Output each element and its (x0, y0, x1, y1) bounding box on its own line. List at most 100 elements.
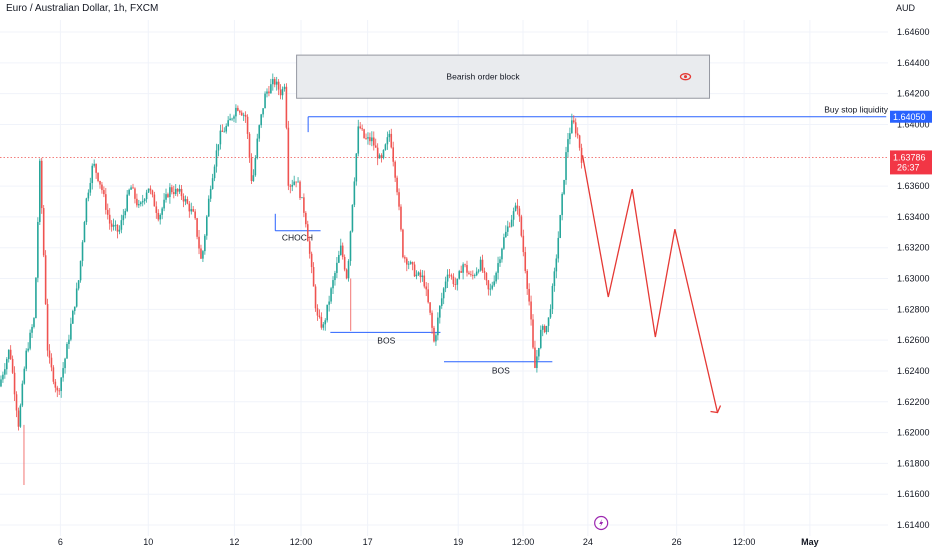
candle (33, 317, 35, 329)
candle (277, 79, 280, 96)
candle (285, 83, 288, 130)
candle-body (268, 91, 270, 94)
candle (303, 193, 305, 218)
candle (312, 262, 315, 287)
candle (81, 240, 84, 267)
candle (114, 220, 117, 231)
candle-body (487, 280, 490, 290)
candle-body (264, 93, 266, 109)
candle (17, 407, 20, 431)
candle (176, 188, 179, 197)
candle-body (112, 225, 115, 227)
lightning-icon[interactable] (594, 515, 609, 531)
candle (561, 192, 563, 221)
candle (192, 206, 195, 213)
candle-body (392, 147, 395, 162)
candle-body (287, 127, 290, 186)
grid-layer (0, 20, 888, 536)
candle-body (40, 160, 43, 209)
candle-body (5, 359, 8, 370)
candle-body (194, 211, 196, 219)
projection-path (581, 155, 719, 413)
last-price-tag-label: 1.63786 (893, 152, 926, 162)
candle (365, 133, 367, 140)
candle (470, 270, 472, 277)
candle-body (124, 211, 127, 216)
candle-body (388, 133, 391, 138)
candle-body (510, 219, 513, 227)
candle-body (190, 209, 193, 212)
candle (374, 138, 377, 148)
candle (437, 312, 439, 341)
candle-body (468, 272, 470, 275)
candle (126, 190, 128, 213)
candle-body (320, 317, 323, 328)
candle-body (89, 183, 92, 193)
candle-body (237, 107, 239, 111)
candle-body (281, 88, 284, 96)
candle-body (138, 204, 140, 206)
candle-body (551, 285, 554, 310)
candle (200, 244, 202, 260)
candle-body (297, 181, 299, 183)
candle (237, 105, 239, 112)
candle-body (514, 205, 517, 212)
candle-body (99, 180, 101, 185)
candle (281, 86, 284, 100)
candle-body (33, 318, 35, 327)
candle-body (27, 348, 29, 351)
candle-body (165, 194, 167, 200)
candle (151, 189, 154, 198)
candle (485, 272, 488, 286)
time-tick-label: 26 (672, 537, 682, 547)
candle (378, 153, 381, 159)
price-tick-label: 1.62800 (897, 304, 930, 314)
candle-body (35, 277, 37, 319)
candle-body (574, 122, 577, 134)
candle (244, 111, 247, 123)
candle-body (473, 275, 476, 277)
candle-body (528, 288, 530, 302)
candle (320, 312, 323, 330)
candle-body (376, 147, 379, 159)
candle-body (454, 284, 457, 285)
candle-body (421, 275, 424, 278)
candle-body (318, 315, 321, 318)
candle-body (508, 226, 511, 228)
candle (9, 345, 12, 360)
price-tick-label: 1.62000 (897, 428, 930, 438)
candle-body (188, 203, 191, 212)
candle-body (273, 79, 276, 85)
candle (328, 295, 330, 312)
candle (301, 197, 303, 199)
candle-body (549, 309, 552, 318)
candle-body (11, 358, 14, 373)
price-tick-label: 1.64600 (897, 27, 930, 37)
candle-body (310, 253, 313, 268)
candle (39, 158, 41, 226)
candle (50, 353, 53, 372)
candle-body (0, 379, 2, 387)
candle (29, 329, 31, 351)
candle-body (176, 188, 179, 192)
candle (326, 304, 328, 323)
candle-body (182, 196, 185, 202)
candle-body (326, 304, 328, 321)
candle-body (378, 155, 381, 159)
candle (559, 214, 561, 239)
candle (398, 188, 400, 211)
candle-body (62, 368, 64, 378)
candle-body (248, 133, 251, 158)
candle-body (398, 192, 400, 207)
candle (143, 198, 146, 205)
structure-lines-layer: CHOCH BOS BOS Buy stop liquidity (0, 105, 889, 376)
price-tick-label: 1.61600 (897, 489, 930, 499)
candle-body (372, 137, 375, 146)
choch-label: CHOCH (282, 233, 313, 243)
candle-body (405, 258, 408, 265)
candle-body (240, 112, 243, 116)
candle-body (489, 288, 492, 290)
candle (503, 233, 505, 250)
candle (466, 260, 468, 277)
